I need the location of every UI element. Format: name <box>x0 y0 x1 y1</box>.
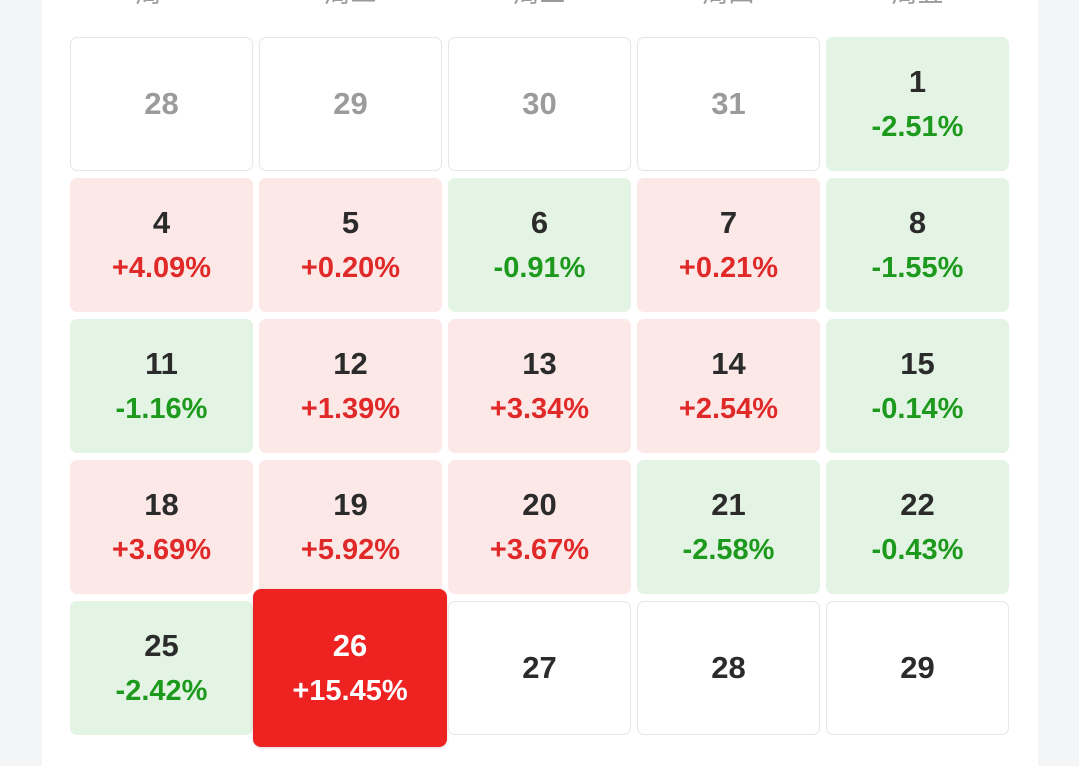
day-change-percent: -0.14% <box>871 392 964 425</box>
day-change-percent: +4.09% <box>111 251 212 284</box>
calendar-day-cell[interactable]: 31 <box>637 37 820 171</box>
weekday-mon: 周一 <box>70 0 253 8</box>
day-number: 13 <box>522 345 557 381</box>
weekday-thu: 周四 <box>637 0 820 8</box>
day-change-percent: +3.67% <box>489 533 590 566</box>
day-change-percent: -2.51% <box>871 110 964 143</box>
day-number: 28 <box>711 650 746 685</box>
calendar-day-cell[interactable]: 4 +4.09% <box>70 178 253 312</box>
weekday-wed: 周三 <box>448 0 631 8</box>
calendar-day-cell[interactable]: 28 <box>70 37 253 171</box>
day-change-percent: +0.21% <box>678 251 779 284</box>
day-change-percent: +3.34% <box>489 392 590 425</box>
calendar-day-cell[interactable]: 29 <box>826 601 1009 735</box>
day-change-percent: -2.42% <box>115 674 208 707</box>
calendar-day-cell[interactable]: 15 -0.14% <box>826 319 1009 453</box>
day-number: 15 <box>900 345 935 381</box>
calendar-day-cell[interactable]: 21 -2.58% <box>637 460 820 594</box>
day-number: 18 <box>144 486 179 522</box>
day-change-percent: +15.45% <box>292 674 408 707</box>
day-change-percent: +3.69% <box>111 533 212 566</box>
calendar-day-cell[interactable]: 28 <box>637 601 820 735</box>
day-number: 5 <box>341 204 360 240</box>
day-number: 22 <box>900 486 935 522</box>
calendar-day-cell[interactable]: 18 +3.69% <box>70 460 253 594</box>
day-number: 29 <box>333 86 368 121</box>
calendar-day-cell[interactable]: 26 +15.45% <box>253 589 447 747</box>
calendar-day-cell[interactable]: 13 +3.34% <box>448 319 631 453</box>
day-number: 14 <box>711 345 746 381</box>
calendar-day-cell[interactable]: 14 +2.54% <box>637 319 820 453</box>
calendar-day-cell[interactable]: 5 +0.20% <box>259 178 442 312</box>
calendar-panel: 周一 周二 周三 周四 周五 28 29 30 31 1 -2.51% 4 +4.09% 5 +0… <box>42 0 1038 766</box>
day-number: 28 <box>144 86 179 121</box>
calendar-day-cell[interactable]: 29 <box>259 37 442 171</box>
calendar-day-cell[interactable]: 19 +5.92% <box>259 460 442 594</box>
calendar-day-cell[interactable]: 25 -2.42% <box>70 601 253 735</box>
day-number: 30 <box>522 86 557 121</box>
day-change-percent: +1.39% <box>300 392 401 425</box>
day-number: 4 <box>152 204 171 240</box>
day-number: 11 <box>145 345 178 381</box>
day-change-percent: -0.43% <box>871 533 964 566</box>
calendar-day-cell[interactable]: 30 <box>448 37 631 171</box>
day-number: 21 <box>711 486 746 522</box>
calendar-day-cell[interactable]: 22 -0.43% <box>826 460 1009 594</box>
day-change-percent: +2.54% <box>678 392 779 425</box>
calendar-day-cell[interactable]: 7 +0.21% <box>637 178 820 312</box>
day-number: 27 <box>522 650 557 685</box>
calendar-day-cell[interactable]: 6 -0.91% <box>448 178 631 312</box>
weekday-fri: 周五 <box>826 0 1009 8</box>
day-number: 20 <box>522 486 557 522</box>
day-number: 12 <box>333 345 368 381</box>
calendar-day-cell[interactable]: 20 +3.67% <box>448 460 631 594</box>
day-number: 6 <box>530 204 549 240</box>
calendar-day-cell[interactable]: 11 -1.16% <box>70 319 253 453</box>
weekday-tue: 周二 <box>259 0 442 8</box>
calendar-day-cell[interactable]: 1 -2.51% <box>826 37 1009 171</box>
day-number: 31 <box>711 86 746 121</box>
day-number: 7 <box>719 204 738 240</box>
calendar-day-cell[interactable]: 27 <box>448 601 631 735</box>
day-change-percent: +5.92% <box>300 533 401 566</box>
day-change-percent: +0.20% <box>300 251 401 284</box>
day-number: 19 <box>333 486 368 522</box>
weekday-header: 周一 周二 周三 周四 周五 <box>70 0 1010 8</box>
day-change-percent: -1.16% <box>115 392 208 425</box>
day-change-percent: -2.58% <box>682 533 775 566</box>
day-number: 1 <box>908 63 927 99</box>
day-change-percent: -1.55% <box>871 251 964 284</box>
day-number: 25 <box>144 627 179 663</box>
day-number: 8 <box>908 204 927 240</box>
day-number: 26 <box>332 627 368 663</box>
calendar-day-cell[interactable]: 12 +1.39% <box>259 319 442 453</box>
day-change-percent: -0.91% <box>493 251 586 284</box>
calendar-day-cell[interactable]: 8 -1.55% <box>826 178 1009 312</box>
day-number: 29 <box>900 650 935 685</box>
